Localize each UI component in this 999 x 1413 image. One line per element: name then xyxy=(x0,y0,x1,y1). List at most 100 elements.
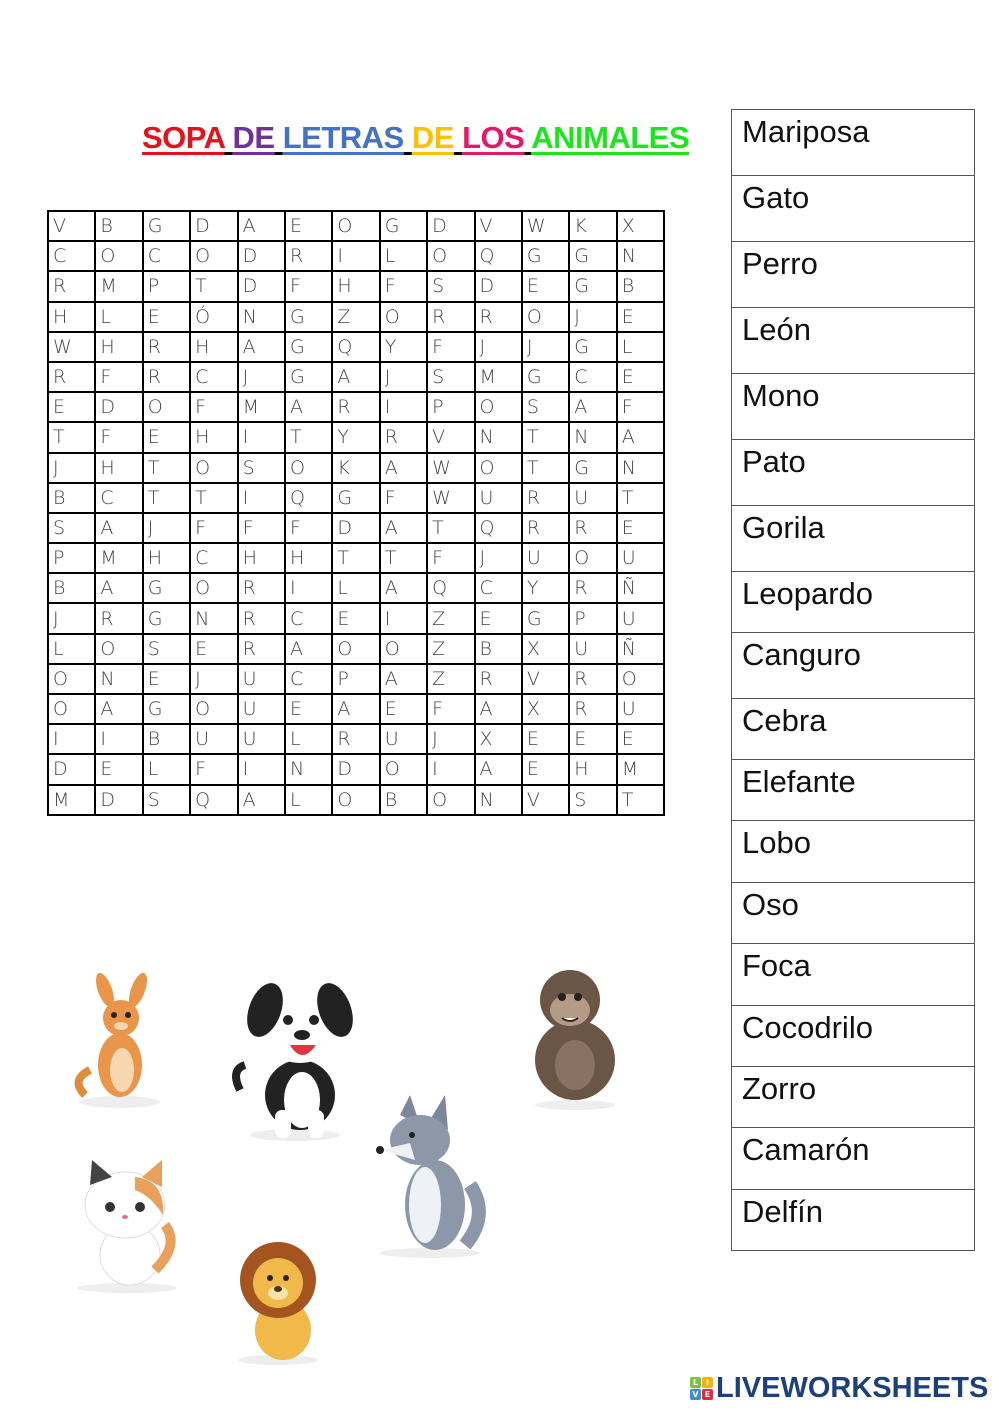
grid-cell[interactable]: P xyxy=(331,662,381,696)
grid-cell[interactable]: O xyxy=(189,240,239,273)
grid-cell[interactable]: I xyxy=(378,391,429,424)
grid-cell[interactable]: U xyxy=(236,662,286,696)
grid-cell[interactable]: A xyxy=(236,330,286,363)
grid-cell[interactable]: U xyxy=(378,723,429,756)
grid-cell[interactable]: R xyxy=(94,602,144,635)
grid-cell[interactable]: H xyxy=(94,330,144,363)
grid-cell[interactable]: J xyxy=(473,542,523,575)
grid-cell[interactable]: A xyxy=(331,360,381,394)
grid-cell[interactable]: J xyxy=(473,330,523,363)
grid-cell[interactable]: B xyxy=(615,270,666,303)
grid-cell[interactable]: Q xyxy=(473,511,523,545)
grid-cell[interactable]: O xyxy=(378,632,429,665)
grid-cell[interactable]: I xyxy=(283,572,334,605)
grid-cell[interactable]: M xyxy=(94,270,144,303)
grid-cell[interactable]: H xyxy=(46,300,97,333)
grid-cell[interactable]: O xyxy=(141,391,192,424)
grid-cell[interactable]: O xyxy=(426,783,476,816)
grid-cell[interactable]: T xyxy=(615,481,666,514)
grid-cell[interactable]: I xyxy=(236,481,286,514)
grid-cell[interactable]: L xyxy=(283,783,334,816)
grid-cell[interactable]: Ó xyxy=(189,300,239,333)
grid-cell[interactable]: F xyxy=(236,511,286,545)
grid-cell[interactable]: G xyxy=(568,451,618,484)
grid-cell[interactable]: O xyxy=(94,632,144,665)
grid-cell[interactable]: A xyxy=(615,421,666,454)
grid-cell[interactable]: F xyxy=(283,270,334,303)
grid-cell[interactable]: H xyxy=(189,421,239,454)
grid-cell[interactable]: L xyxy=(331,572,381,605)
grid-cell[interactable]: P xyxy=(426,391,476,424)
grid-cell[interactable]: V xyxy=(520,783,571,816)
grid-cell[interactable]: B xyxy=(94,209,144,243)
grid-cell[interactable]: E xyxy=(283,692,334,726)
grid-cell[interactable]: U xyxy=(615,692,666,726)
grid-cell[interactable]: I xyxy=(46,723,97,756)
grid-cell[interactable]: O xyxy=(283,451,334,484)
grid-cell[interactable]: L xyxy=(94,300,144,333)
grid-cell[interactable]: U xyxy=(568,481,618,514)
grid-cell[interactable]: K xyxy=(331,451,381,484)
grid-cell[interactable]: G xyxy=(331,481,381,514)
grid-cell[interactable]: D xyxy=(236,240,286,273)
grid-cell[interactable]: A xyxy=(283,391,334,424)
grid-cell[interactable]: R xyxy=(473,662,523,696)
grid-cell[interactable]: D xyxy=(189,209,239,243)
grid-cell[interactable]: Z xyxy=(331,300,381,333)
grid-cell[interactable]: K xyxy=(568,209,618,243)
grid-cell[interactable]: J xyxy=(520,330,571,363)
grid-cell[interactable]: J xyxy=(378,360,429,394)
grid-cell[interactable]: G xyxy=(141,602,192,635)
grid-cell[interactable]: E xyxy=(615,300,666,333)
grid-cell[interactable]: U xyxy=(615,542,666,575)
grid-cell[interactable]: P xyxy=(46,542,97,575)
grid-cell[interactable]: V xyxy=(46,209,97,243)
grid-cell[interactable]: A xyxy=(94,511,144,545)
grid-cell[interactable]: T xyxy=(189,270,239,303)
grid-cell[interactable]: R xyxy=(520,481,571,514)
grid-cell[interactable]: O xyxy=(473,451,523,484)
grid-cell[interactable]: F xyxy=(94,421,144,454)
grid-cell[interactable]: R xyxy=(331,391,381,424)
grid-cell[interactable]: R xyxy=(236,572,286,605)
grid-cell[interactable]: I xyxy=(331,240,381,273)
grid-cell[interactable]: R xyxy=(426,300,476,333)
grid-cell[interactable]: C xyxy=(283,602,334,635)
grid-cell[interactable]: W xyxy=(520,209,571,243)
grid-cell[interactable]: M xyxy=(236,391,286,424)
grid-cell[interactable]: S xyxy=(236,451,286,484)
grid-cell[interactable]: G xyxy=(141,692,192,726)
grid-cell[interactable]: G xyxy=(141,209,192,243)
grid-cell[interactable]: U xyxy=(236,723,286,756)
grid-cell[interactable]: Y xyxy=(331,421,381,454)
grid-cell[interactable]: S xyxy=(46,511,97,545)
grid-cell[interactable]: H xyxy=(236,542,286,575)
grid-cell[interactable]: N xyxy=(94,662,144,696)
grid-cell[interactable]: T xyxy=(283,421,334,454)
grid-cell[interactable]: Z xyxy=(426,632,476,665)
grid-cell[interactable]: L xyxy=(283,723,334,756)
grid-cell[interactable]: R xyxy=(236,632,286,665)
grid-cell[interactable]: M xyxy=(46,783,97,816)
grid-cell[interactable]: H xyxy=(189,330,239,363)
grid-cell[interactable]: G xyxy=(568,330,618,363)
grid-cell[interactable]: T xyxy=(378,542,429,575)
grid-cell[interactable]: O xyxy=(378,300,429,333)
grid-cell[interactable]: E xyxy=(189,632,239,665)
grid-cell[interactable]: T xyxy=(141,481,192,514)
grid-cell[interactable]: O xyxy=(331,209,381,243)
grid-cell[interactable]: G xyxy=(520,360,571,394)
grid-cell[interactable]: J xyxy=(568,300,618,333)
grid-cell[interactable]: G xyxy=(283,300,334,333)
grid-cell[interactable]: O xyxy=(189,692,239,726)
grid-cell[interactable]: O xyxy=(189,572,239,605)
grid-cell[interactable]: R xyxy=(236,602,286,635)
grid-cell[interactable]: R xyxy=(568,662,618,696)
grid-cell[interactable]: F xyxy=(283,511,334,545)
grid-cell[interactable]: U xyxy=(568,632,618,665)
grid-cell[interactable]: E xyxy=(378,692,429,726)
grid-cell[interactable]: G xyxy=(283,330,334,363)
grid-cell[interactable]: S xyxy=(426,360,476,394)
grid-cell[interactable]: N xyxy=(473,421,523,454)
grid-cell[interactable]: Q xyxy=(426,572,476,605)
